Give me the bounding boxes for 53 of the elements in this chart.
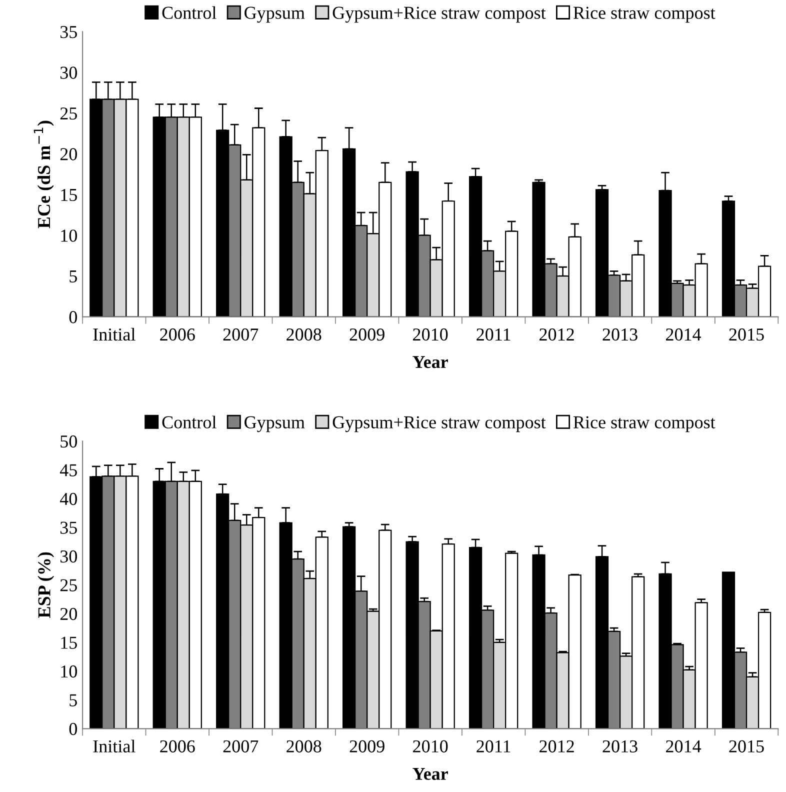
y-tick-label: 0 (69, 722, 77, 736)
y-tick-label: 20 (60, 148, 77, 160)
x-tick-label: 2008 (286, 740, 322, 752)
legend-label: Gypsum+Rice straw compost (332, 6, 546, 23)
x-tick-label: 2007 (223, 328, 258, 341)
y-tick-label: 0 (69, 311, 77, 324)
x-tick-label: 2010 (413, 328, 448, 341)
y-tick-label: 50 (60, 435, 77, 448)
x-tick-label: 2011 (476, 328, 510, 341)
x-tick-label: 2013 (602, 740, 638, 752)
y-tick-label: 25 (60, 579, 77, 592)
y-tick-label: 15 (61, 636, 77, 649)
legend-label: Rice straw compost (573, 416, 716, 432)
x-tick-label: Initial (93, 740, 136, 752)
x-tick-label: 2014 (666, 740, 702, 752)
legend-label: Rice straw compost (573, 6, 716, 23)
y-tick-label: 30 (60, 66, 77, 79)
x-axis-title: Year (412, 768, 448, 780)
x-tick-label: 2013 (602, 328, 638, 341)
y-tick-label: 5 (70, 270, 77, 283)
legend-label: Control (162, 6, 216, 19)
y-tick-label: 20 (60, 608, 77, 620)
y-tick-label: 45 (60, 464, 77, 476)
y-tick-label: 25 (60, 107, 77, 120)
x-tick-label: Initial (93, 328, 136, 341)
x-tick-label: 2015 (729, 328, 764, 341)
x-tick-label: 2015 (729, 740, 764, 752)
x-tick-label: 2008 (286, 328, 322, 341)
y-tick-label: 15 (61, 188, 77, 202)
x-tick-label: 2009 (350, 740, 384, 752)
y-axis-title: ESP (%) (38, 552, 54, 618)
y-tick-label: 35 (60, 26, 77, 38)
y-axis-title: ECe (dS m$^{−1}$) (34, 120, 54, 228)
x-tick-label: 2006 (160, 740, 195, 752)
x-tick-label: 2014 (666, 328, 702, 341)
x-axis-title: Year (412, 356, 448, 368)
y-tick-label: 10 (61, 230, 77, 242)
y-tick-label: 10 (61, 665, 77, 678)
legend-label: Gypsum (244, 416, 305, 432)
legend-label: Gypsum+Rice straw compost (332, 416, 546, 432)
legend-label: Gypsum (244, 6, 305, 23)
y-tick-label: 5 (70, 694, 77, 706)
y-tick-label: 40 (60, 492, 77, 506)
y-tick-label: 35 (60, 522, 77, 534)
legend-label: Control (162, 416, 216, 428)
x-tick-label: 2006 (160, 328, 195, 341)
x-tick-label: 2007 (223, 740, 258, 752)
x-tick-label: 2010 (413, 740, 448, 752)
x-tick-label: 2012 (540, 740, 574, 752)
x-tick-label: 2011 (476, 740, 510, 752)
y-tick-label: 30 (60, 550, 77, 563)
x-tick-label: 2012 (540, 328, 574, 341)
x-tick-label: 2009 (350, 328, 384, 341)
